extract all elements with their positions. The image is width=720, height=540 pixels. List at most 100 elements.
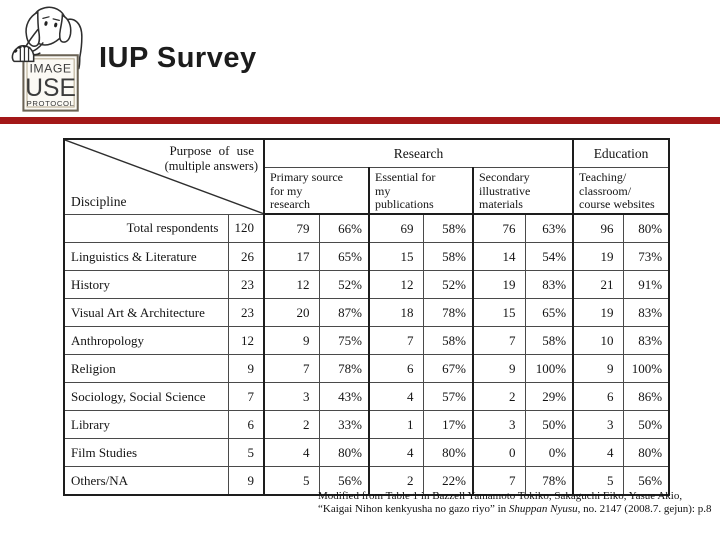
group-header-education: Education: [572, 138, 670, 168]
count-cell: 5: [263, 466, 320, 496]
table-row: Sociology, Social Science 7 3 43% 4 57% 2 29% 6 8…: [63, 382, 670, 411]
percent-cell: 80%: [622, 438, 670, 467]
subheader-teaching: Teaching/ classroom/ course websites: [572, 167, 670, 215]
percent-cell: 17%: [422, 410, 474, 439]
table-row: Anthropology 12 9 75% 7 58% 7 58% 10 83%: [63, 326, 670, 355]
count-cell: 19: [572, 242, 624, 271]
survey-table: Purpose of use (multiple answers) Discip…: [63, 138, 671, 496]
table-row: Film Studies 5 4 80% 4 80% 0 0% 4 80%: [63, 438, 670, 467]
corner-discipline-label: Discipline: [71, 193, 127, 209]
count-cell: 19: [572, 298, 624, 327]
percent-cell: 87%: [318, 298, 370, 327]
count-cell: 12: [368, 270, 424, 299]
count-cell: 19: [472, 270, 526, 299]
table-row: History 23 12 52% 12 52% 19 83% 21 91%: [63, 270, 670, 299]
count-cell: 10: [572, 326, 624, 355]
total-cell: 23: [227, 270, 265, 299]
subheader-secondary: Secondary illustrative materials: [471, 167, 574, 215]
percent-cell: 75%: [318, 326, 370, 355]
percent-cell: 91%: [622, 270, 670, 299]
percent-cell: 80%: [622, 213, 670, 243]
percent-cell: 83%: [622, 298, 670, 327]
percent-cell: 57%: [422, 382, 474, 411]
count-cell: 7: [263, 354, 320, 383]
count-cell: 18: [368, 298, 424, 327]
percent-cell: 80%: [318, 438, 370, 467]
dog-logo-icon: IMAGE USE PROTOCOL: [11, 6, 83, 112]
percent-cell: 50%: [524, 410, 574, 439]
accent-divider: [0, 117, 720, 124]
percent-cell: 100%: [524, 354, 574, 383]
total-cell: 26: [227, 242, 265, 271]
total-cell: 7: [227, 382, 265, 411]
percent-cell: 86%: [622, 382, 670, 411]
percent-cell: 100%: [622, 354, 670, 383]
corner-purpose-label: Purpose of use: [169, 143, 254, 158]
percent-cell: 63%: [524, 213, 574, 243]
count-cell: 9: [472, 354, 526, 383]
percent-cell: 22%: [422, 466, 474, 496]
total-cell: 12: [227, 326, 265, 355]
total-cell: 120: [227, 213, 265, 243]
percent-cell: 50%: [622, 410, 670, 439]
table-corner-cell: Purpose of use (multiple answers) Discip…: [63, 138, 265, 215]
iup-logo: IMAGE USE PROTOCOL: [6, 4, 88, 118]
discipline-cell: Library: [63, 410, 229, 439]
percent-cell: 58%: [422, 326, 474, 355]
count-cell: 0: [472, 438, 526, 467]
count-cell: 4: [572, 438, 624, 467]
count-cell: 7: [472, 326, 526, 355]
table-row: Library 6 2 33% 1 17% 3 50% 3 50%: [63, 410, 670, 439]
group-header-research: Research: [262, 138, 574, 168]
diagonal-line: [65, 140, 263, 214]
percent-cell: 78%: [524, 466, 574, 496]
count-cell: 1: [368, 410, 424, 439]
count-cell: 17: [263, 242, 320, 271]
percent-cell: 66%: [318, 213, 370, 243]
percent-cell: 56%: [318, 466, 370, 496]
count-cell: 2: [368, 466, 424, 496]
total-cell: 9: [227, 466, 265, 496]
count-cell: 20: [263, 298, 320, 327]
percent-cell: 52%: [318, 270, 370, 299]
total-cell: 9: [227, 354, 265, 383]
count-cell: 6: [572, 382, 624, 411]
citation-text-2: , no. 2147 (2008.7. gejun): p.8: [577, 502, 712, 515]
count-cell: 14: [472, 242, 526, 271]
logo-text-protocol: PROTOCOL: [27, 99, 75, 108]
count-cell: 9: [263, 326, 320, 355]
percent-cell: 78%: [422, 298, 474, 327]
count-cell: 4: [263, 438, 320, 467]
table-row: Linguistics & Literature 26 17 65% 15 58% 14 54…: [63, 242, 670, 271]
logo-text-use: USE: [25, 75, 76, 102]
table-row: Others/NA 9 5 56% 2 22% 7 78% 5 56%: [63, 466, 670, 496]
discipline-cell: Visual Art & Architecture: [63, 298, 229, 327]
count-cell: 2: [472, 382, 526, 411]
table-body: Total respondents 120 79 66% 69 58% 76 63% 96 80%…: [63, 213, 670, 496]
count-cell: 96: [572, 213, 624, 243]
discipline-cell: Film Studies: [63, 438, 229, 467]
subheader-essential: Essential for my publications: [368, 167, 474, 215]
percent-cell: 67%: [422, 354, 474, 383]
subheader-primary-source: Primary source for my research: [263, 167, 370, 215]
discipline-cell: Total respondents: [63, 213, 229, 243]
percent-cell: 58%: [422, 242, 474, 271]
count-cell: 12: [263, 270, 320, 299]
count-cell: 2: [263, 410, 320, 439]
percent-cell: 52%: [422, 270, 474, 299]
count-cell: 6: [368, 354, 424, 383]
count-cell: 9: [572, 354, 624, 383]
count-cell: 3: [263, 382, 320, 411]
count-cell: 79: [263, 213, 320, 243]
citation: Modified from Table 1 in Bazzell Yamamot…: [318, 490, 718, 515]
discipline-cell: Sociology, Social Science: [63, 382, 229, 411]
count-cell: 21: [572, 270, 624, 299]
logo-text-image: IMAGE: [30, 62, 72, 76]
discipline-cell: Religion: [63, 354, 229, 383]
count-cell: 7: [368, 326, 424, 355]
total-cell: 5: [227, 438, 265, 467]
percent-cell: 78%: [318, 354, 370, 383]
count-cell: 69: [368, 213, 424, 243]
percent-cell: 58%: [524, 326, 574, 355]
